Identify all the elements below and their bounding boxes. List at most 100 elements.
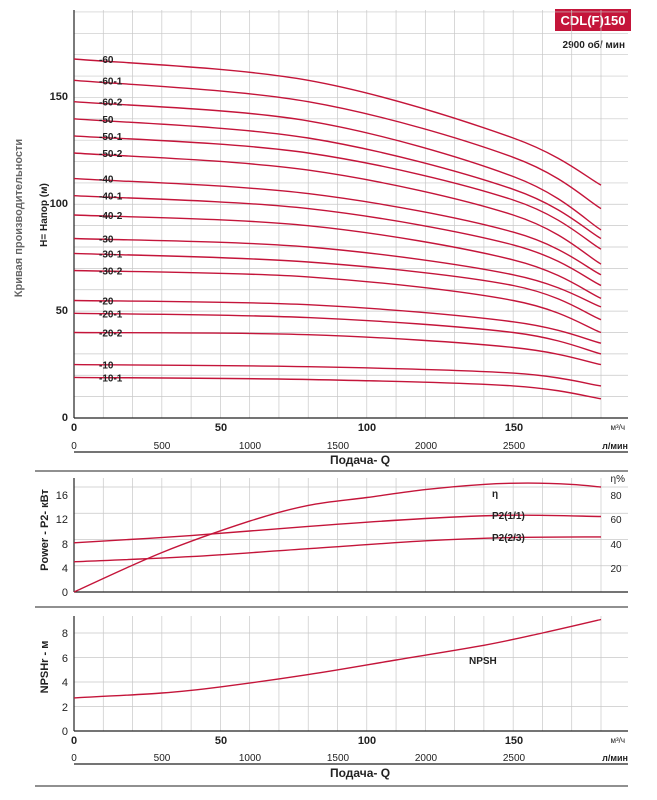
speed-label: 2900 об/ мин	[563, 39, 625, 51]
head-curve-60	[73, 58, 602, 186]
head-curve-label: -60-2	[99, 98, 123, 109]
head-curve-10	[73, 363, 602, 387]
head-curve-30-2	[73, 269, 602, 334]
head-curve-30-1	[73, 252, 602, 321]
efficiency-curve	[73, 482, 602, 593]
head-curve-label: -40-2	[99, 211, 123, 222]
head-tick-label: 0	[62, 412, 68, 424]
head-curve-label: -60-1	[99, 76, 123, 87]
power-axis-label: Power - P2- кВт	[39, 489, 51, 571]
head-curve-label: -20-1	[99, 309, 123, 320]
npsh-tick-label: 4	[62, 677, 68, 689]
efficiency-tick-label: 80	[610, 491, 622, 502]
head-curve-20	[73, 299, 602, 344]
head-curve-label: -50	[99, 115, 114, 126]
unit-lmin: л/мин	[602, 441, 628, 451]
head-tick-label: 150	[50, 91, 68, 103]
x-tick-label-m3: 150	[505, 735, 523, 747]
x-tick-label-m3: 100	[358, 735, 376, 747]
head-curve-20-1	[73, 312, 602, 355]
head-curve-label: -40	[99, 175, 114, 186]
x-tick-label-lmin: 0	[71, 753, 77, 764]
power-curves	[73, 482, 602, 593]
head-curve-label: -30-1	[99, 249, 123, 260]
head-curve-50-1	[73, 135, 602, 250]
npsh-curve-label: NPSH	[469, 656, 497, 667]
head-curve-label: -20-2	[99, 329, 123, 340]
side-title: Кривая производительности	[13, 139, 25, 297]
power-tick-label: 4	[62, 563, 68, 575]
x-tick-label-lmin: 2000	[415, 441, 438, 452]
head-curve-40-1	[73, 195, 602, 287]
x-tick-label-m3: 0	[71, 422, 77, 434]
head-curve-label: -10-1	[99, 373, 123, 384]
head-curve-label: -60	[99, 55, 114, 66]
head-curve-label: -10	[99, 361, 114, 372]
x-tick-label-m3: 50	[215, 422, 227, 434]
head-curve-label: -30-2	[99, 267, 123, 278]
npsh-tick-label: 2	[62, 702, 68, 714]
npsh-grid	[74, 616, 628, 731]
npsh-curves	[73, 618, 602, 699]
head-tick-label: 50	[56, 305, 68, 317]
efficiency-tick-label: 40	[610, 540, 622, 551]
x-tick-label-lmin: 500	[154, 753, 171, 764]
unit-lmin: л/мин	[602, 753, 628, 763]
x-tick-label-m3: 150	[505, 422, 523, 434]
x-tick-label-lmin: 2500	[503, 753, 526, 764]
npsh-curve	[73, 618, 602, 699]
head-curve-label: -50-1	[99, 132, 123, 143]
x-tick-label-m3: 100	[358, 422, 376, 434]
head-curve-label: -30	[99, 235, 114, 246]
npsh-tick-label: 6	[62, 653, 68, 665]
npsh-tick-label: 8	[62, 628, 68, 640]
head-curve-40-2	[73, 214, 602, 299]
efficiency-unit: η%	[611, 474, 626, 485]
x-tick-label-lmin: 0	[71, 441, 77, 452]
head-curve-label: -40-1	[99, 192, 123, 203]
head-curve-label: -50-2	[99, 149, 123, 160]
x-tick-label-lmin: 2000	[415, 753, 438, 764]
x-tick-label-m3: 0	[71, 735, 77, 747]
power-curve	[73, 536, 602, 563]
head-curve-30	[73, 237, 602, 308]
head-curve-60-1	[73, 79, 602, 210]
head-curves: -60 -60-1 -60-2 -50 -50-1 -50-2 -40 -40-1 -40-2 -…	[73, 55, 602, 400]
x-tick-label-lmin: 1500	[327, 753, 350, 764]
head-curve-10-1	[73, 376, 602, 400]
head-curve-50	[73, 118, 602, 240]
power-tick-label: 12	[56, 514, 68, 526]
flow-axis-label: Подача- Q	[330, 766, 390, 780]
x-tick-label-lmin: 2500	[503, 441, 526, 452]
head-tick-label: 100	[50, 198, 68, 210]
p2-two-thirds-curve-label: P2(2/3)	[492, 533, 525, 544]
flow-axis-label: Подача- Q	[330, 453, 390, 467]
model-badge	[555, 9, 631, 31]
head-curve-40	[73, 177, 602, 276]
npsh-tick-label: 0	[62, 726, 68, 738]
model-badge-text: CDL(F)150	[560, 13, 625, 28]
npsh-axis-label: NPSHr - м	[39, 641, 51, 694]
power-curve	[73, 514, 602, 544]
head-curve-50-2	[73, 152, 602, 265]
x-tick-label-lmin: 1000	[239, 753, 262, 764]
power-tick-label: 16	[56, 490, 68, 502]
efficiency-tick-label: 20	[610, 564, 622, 575]
x-tick-label-lmin: 1500	[327, 441, 350, 452]
x-tick-label-lmin: 1000	[239, 441, 262, 452]
x-tick-label-lmin: 500	[154, 441, 171, 452]
head-axis-label: H= Напор (м)	[39, 183, 50, 247]
p2-full-curve-label: P2(1/1)	[492, 511, 525, 522]
unit-m3: м³/ч	[610, 423, 625, 432]
power-tick-label: 0	[62, 587, 68, 599]
efficiency-curve-label: η	[492, 489, 498, 500]
head-curve-20-2	[73, 331, 602, 366]
power-grid	[74, 478, 628, 592]
head-curve-label: -20	[99, 297, 114, 308]
power-tick-label: 8	[62, 539, 68, 551]
unit-m3: м³/ч	[610, 736, 625, 745]
x-tick-label-m3: 50	[215, 735, 227, 747]
head-curve-60-2	[73, 101, 602, 231]
efficiency-tick-label: 60	[610, 515, 622, 526]
